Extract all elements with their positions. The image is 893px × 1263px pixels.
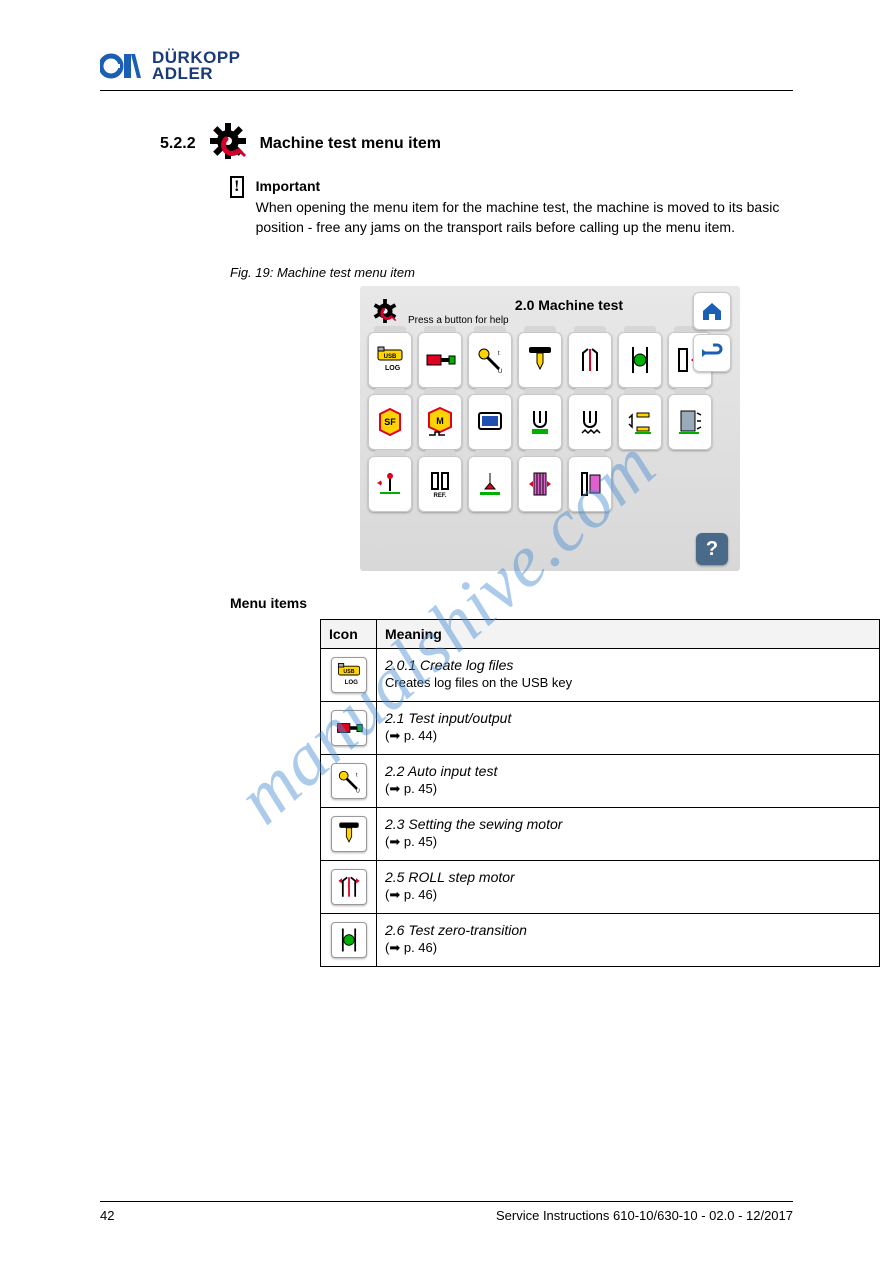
row-sub: (➡ p. 45) bbox=[385, 834, 871, 850]
screenshot-subtitle: Press a button for help bbox=[408, 315, 730, 326]
screenshot-side-column: ? bbox=[690, 292, 734, 565]
footer-text: Service Instructions 610-10/630-10 - 02.… bbox=[496, 1208, 793, 1223]
svg-text:SF: SF bbox=[384, 417, 396, 427]
svg-text:t: t bbox=[498, 351, 500, 357]
row-sub: (➡ p. 44) bbox=[385, 728, 871, 744]
gear-icon bbox=[208, 121, 248, 166]
row-label: 2.5 ROLL step motor bbox=[385, 869, 871, 885]
brand-logo-icon bbox=[100, 51, 144, 81]
section-number: 5.2.2 bbox=[160, 135, 196, 153]
row-sub: (➡ p. 45) bbox=[385, 781, 871, 797]
piston-icon bbox=[331, 710, 367, 746]
piston-icon[interactable] bbox=[418, 332, 462, 388]
table-title: Menu items bbox=[230, 595, 793, 611]
svg-text:REF.: REF. bbox=[433, 493, 446, 499]
warning-block: ! Important When opening the menu item f… bbox=[230, 176, 793, 237]
brand-line2: ADLER bbox=[152, 66, 241, 82]
ref-icon[interactable]: REF. bbox=[418, 456, 462, 512]
row-sub: (➡ p. 46) bbox=[385, 940, 871, 956]
display-icon[interactable] bbox=[468, 394, 512, 450]
m-icon[interactable]: M bbox=[418, 394, 462, 450]
svg-text:U: U bbox=[498, 369, 502, 375]
brand-text: DÜRKOPP ADLER bbox=[152, 50, 241, 82]
back-button[interactable] bbox=[693, 334, 731, 372]
embedded-screenshot: 2.0 Machine test Press a button for help… bbox=[360, 286, 740, 571]
svg-text:t: t bbox=[356, 773, 358, 779]
section-title: Machine test menu item bbox=[260, 135, 441, 153]
usb-log-icon[interactable]: USB LOG bbox=[368, 332, 412, 388]
section-heading: 5.2.2 bbox=[160, 121, 793, 166]
screenshot-title: 2.0 Machine test bbox=[408, 297, 730, 313]
barcode-pink-icon[interactable] bbox=[518, 456, 562, 512]
needle-drop-icon bbox=[331, 816, 367, 852]
header-rule bbox=[100, 90, 793, 91]
needle-drop-icon[interactable] bbox=[518, 332, 562, 388]
row-label: 2.3 Setting the sewing motor bbox=[385, 816, 871, 832]
row-label: 2.0.1 Create log files bbox=[385, 657, 871, 673]
warning-heading: Important bbox=[256, 176, 793, 196]
tag-pink-icon[interactable] bbox=[568, 456, 612, 512]
warning-text: Important When opening the menu item for… bbox=[256, 176, 793, 237]
page-number: 42 bbox=[100, 1208, 114, 1223]
svg-text:USB: USB bbox=[343, 669, 354, 675]
svg-text:USB: USB bbox=[384, 354, 397, 360]
exclamation-icon: ! bbox=[230, 176, 244, 198]
row-label: 2.6 Test zero-transition bbox=[385, 922, 871, 938]
table-row: 2.6 Test zero-transition (➡ p. 46) bbox=[321, 914, 880, 967]
screenshot-icon-grid: USBLOG tU SF M bbox=[368, 332, 686, 512]
home-button[interactable] bbox=[693, 292, 731, 330]
help-button[interactable]: ? bbox=[696, 533, 728, 565]
usb-log-icon: USB LOG bbox=[331, 657, 367, 693]
table-row: tU 2.2 Auto input test (➡ p. 45) bbox=[321, 755, 880, 808]
svg-text:LOG: LOG bbox=[344, 679, 358, 686]
svg-text:M: M bbox=[436, 416, 444, 426]
col-meaning: Meaning bbox=[377, 620, 880, 649]
figure-caption: Fig. 19: Machine test menu item bbox=[230, 265, 793, 280]
foot-green-icon[interactable] bbox=[468, 456, 512, 512]
icon-meaning-table: Icon Meaning USB LOG 2.0.1 Create log fil… bbox=[320, 619, 880, 967]
page-header: DÜRKOPP ADLER bbox=[100, 50, 793, 82]
row-sub: (➡ p. 46) bbox=[385, 887, 871, 903]
uv-saw-icon[interactable] bbox=[568, 394, 612, 450]
row-sub: Creates log files on the USB key bbox=[385, 675, 871, 690]
table-row: USB LOG 2.0.1 Create log files Creates lo… bbox=[321, 649, 880, 702]
table-row: 2.1 Test input/output (➡ p. 44) bbox=[321, 702, 880, 755]
table-row: 2.5 ROLL step motor (➡ p. 46) bbox=[321, 861, 880, 914]
spread-icon[interactable] bbox=[568, 332, 612, 388]
uv-green-icon[interactable] bbox=[518, 394, 562, 450]
row-label: 2.2 Auto input test bbox=[385, 763, 871, 779]
row-label: 2.1 Test input/output bbox=[385, 710, 871, 726]
warning-body: When opening the menu item for the machi… bbox=[256, 197, 793, 238]
gear-icon bbox=[370, 296, 400, 326]
wrench-icon: tU bbox=[331, 763, 367, 799]
page-footer: 42 Service Instructions 610-10/630-10 - … bbox=[100, 1201, 793, 1223]
sf-icon[interactable]: SF bbox=[368, 394, 412, 450]
green-dot-icon[interactable] bbox=[618, 332, 662, 388]
wrench-icon[interactable]: tU bbox=[468, 332, 512, 388]
svg-text:LOG: LOG bbox=[385, 365, 401, 372]
green-dot-icon bbox=[331, 922, 367, 958]
svg-text:U: U bbox=[356, 789, 360, 795]
col-icon: Icon bbox=[321, 620, 377, 649]
table-row: 2.3 Setting the sewing motor (➡ p. 45) bbox=[321, 808, 880, 861]
spread-icon bbox=[331, 869, 367, 905]
probe-icon[interactable] bbox=[368, 456, 412, 512]
lift-icon[interactable] bbox=[618, 394, 662, 450]
